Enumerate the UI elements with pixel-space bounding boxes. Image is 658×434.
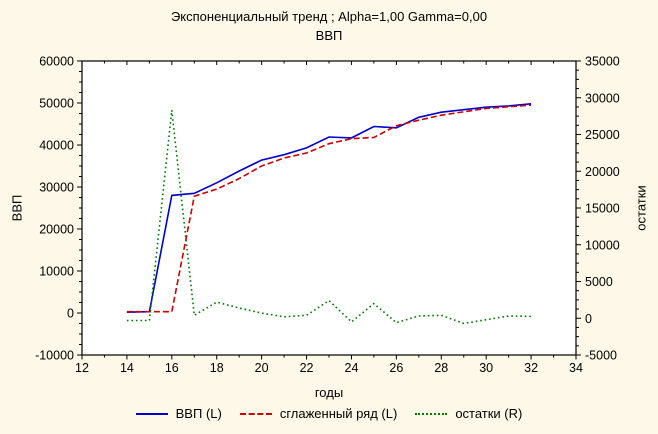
chart-title: Экспоненциальный тренд ; Alpha=1,00 Gamm… <box>170 9 488 24</box>
svg-text:18: 18 <box>210 361 224 375</box>
svg-text:0: 0 <box>67 307 74 321</box>
x-axis-label: годы <box>314 385 344 400</box>
legend-line-solid-icon <box>135 412 168 415</box>
series-line-0 <box>126 103 532 313</box>
svg-text:40000: 40000 <box>39 139 74 153</box>
svg-text:22: 22 <box>300 361 314 375</box>
legend-label: сглаженный ряд (L) <box>279 406 398 421</box>
svg-text:14: 14 <box>120 361 134 375</box>
svg-text:32: 32 <box>524 361 538 375</box>
legend-label: остатки (R) <box>455 406 523 421</box>
legend-item-gdp: ВВП (L) <box>135 406 222 421</box>
svg-text:15000: 15000 <box>585 202 620 216</box>
chart-title-block: Экспоненциальный тренд ; Alpha=1,00 Gamm… <box>0 0 658 43</box>
legend-label: ВВП (L) <box>175 406 222 421</box>
legend-item-smoothed: сглаженный ряд (L) <box>239 406 398 421</box>
svg-text:26: 26 <box>389 361 403 375</box>
series-line-2 <box>126 110 532 325</box>
svg-text:10000: 10000 <box>585 238 620 252</box>
svg-text:25000: 25000 <box>585 128 620 142</box>
svg-text:10000: 10000 <box>39 265 74 279</box>
svg-text:-10000: -10000 <box>35 349 74 363</box>
svg-text:12: 12 <box>75 361 89 375</box>
svg-text:16: 16 <box>165 361 179 375</box>
svg-text:34: 34 <box>569 361 583 375</box>
series-line-1 <box>126 104 532 313</box>
y-axis-right-label: остатки <box>633 185 649 231</box>
svg-text:24: 24 <box>345 361 359 375</box>
svg-text:30000: 30000 <box>39 181 74 195</box>
svg-text:5000: 5000 <box>585 275 613 289</box>
svg-text:60000: 60000 <box>39 55 74 69</box>
svg-text:28: 28 <box>434 361 448 375</box>
legend-line-dashed-icon <box>239 412 272 415</box>
svg-text:-5000: -5000 <box>585 349 617 363</box>
legend-item-residuals: остатки (R) <box>415 406 522 421</box>
svg-text:35000: 35000 <box>585 55 620 69</box>
svg-text:20000: 20000 <box>39 223 74 237</box>
svg-text:30: 30 <box>479 361 493 375</box>
svg-text:0: 0 <box>585 312 592 326</box>
svg-text:20000: 20000 <box>585 165 620 179</box>
svg-text:30000: 30000 <box>585 91 620 105</box>
legend-line-dotted-icon <box>415 412 448 415</box>
y-axis-left-label: ВВП <box>9 194 25 222</box>
svg-text:50000: 50000 <box>39 97 74 111</box>
chart-subtitle: ВВП <box>315 28 343 43</box>
svg-text:20: 20 <box>255 361 269 375</box>
chart-legend: ВВП (L) сглаженный ряд (L) остатки (R) <box>0 406 658 421</box>
